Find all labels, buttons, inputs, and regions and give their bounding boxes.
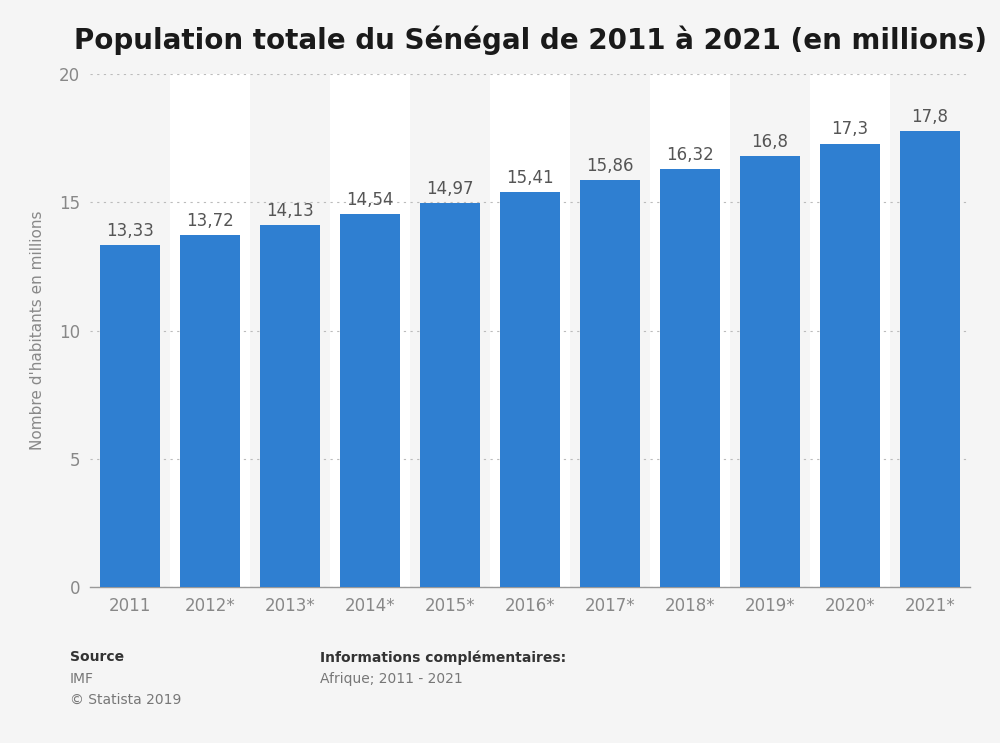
Text: 15,41: 15,41 [506,169,554,186]
Bar [650,74,730,587]
Text: 13,33: 13,33 [106,222,154,240]
Text: © Statista 2019: © Statista 2019 [70,692,181,707]
Text: 14,97: 14,97 [426,180,474,198]
Bar [580,181,640,587]
Text: 17,3: 17,3 [831,120,869,138]
Bar [500,192,560,587]
Text: 14,13: 14,13 [266,201,314,220]
Bar [170,74,250,587]
Bar [900,131,960,587]
Text: 15,86: 15,86 [586,158,634,175]
Text: Source: Source [70,650,124,664]
Text: Afrique; 2011 - 2021: Afrique; 2011 - 2021 [320,672,463,687]
Text: 16,8: 16,8 [752,133,788,151]
Text: 14,54: 14,54 [346,191,394,209]
Y-axis label: Nombre d'habitants en millions: Nombre d'habitants en millions [30,211,45,450]
Text: 13,72: 13,72 [186,212,234,230]
Bar [740,156,800,587]
Bar [260,225,320,587]
Text: IMF: IMF [70,672,94,687]
Bar [250,74,330,587]
Text: 16,32: 16,32 [666,146,714,163]
Bar [660,169,720,587]
Bar [330,74,410,587]
Bar [810,74,890,587]
Bar [490,74,570,587]
Bar [420,204,480,587]
Text: 17,8: 17,8 [912,108,948,126]
Bar [180,236,240,587]
Bar [820,143,880,587]
Bar [730,74,810,587]
Bar [890,74,970,587]
Bar [90,74,170,587]
Bar [410,74,490,587]
Bar [340,214,400,587]
Title: Population totale du Sénégal de 2011 à 2021 (en millions): Population totale du Sénégal de 2011 à 2… [74,26,986,55]
Bar [570,74,650,587]
Text: Informations complémentaires:: Informations complémentaires: [320,650,566,665]
Bar [100,245,160,587]
